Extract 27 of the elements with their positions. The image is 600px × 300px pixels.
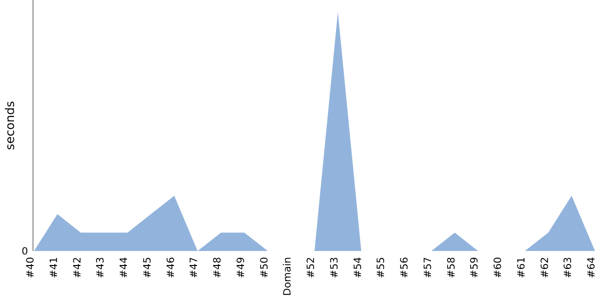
x-tick-label: #54 [352,257,364,278]
x-tick-label: #47 [189,257,200,278]
x-tick-label: #61 [516,257,528,278]
x-tick-label: #46 [166,257,177,278]
x-tick-label: #44 [119,257,130,278]
x-tick-label: #63 [563,257,574,278]
x-tick-label: #56 [400,257,410,278]
x-tick-label: #60 [493,257,504,278]
x-tick-label: #59 [470,257,481,278]
x-tick-label: #55 [376,257,388,278]
x-tick-label: Domain [282,257,294,296]
x-tick-label: #50 [259,257,270,278]
x-tick-label: #45 [142,257,154,278]
x-tick-label: #41 [48,257,60,278]
x-tick-label: #42 [72,257,84,278]
annotation: 0 [22,246,28,258]
x-tick-label: #40 [26,257,36,278]
x-tick-label: #57 [422,257,434,278]
x-tick-label: #43 [96,257,107,278]
x-tick-label: #52 [306,257,317,278]
x-tick-label: #62 [540,257,551,278]
x-tick-label: #53 [329,257,340,278]
x-tick-label: #58 [446,257,458,278]
y-axis-title: seconds [3,100,17,150]
x-tick-label: #49 [236,257,247,278]
x-tick-label: #64 [586,257,598,278]
x-tick-label: #48 [212,257,224,278]
